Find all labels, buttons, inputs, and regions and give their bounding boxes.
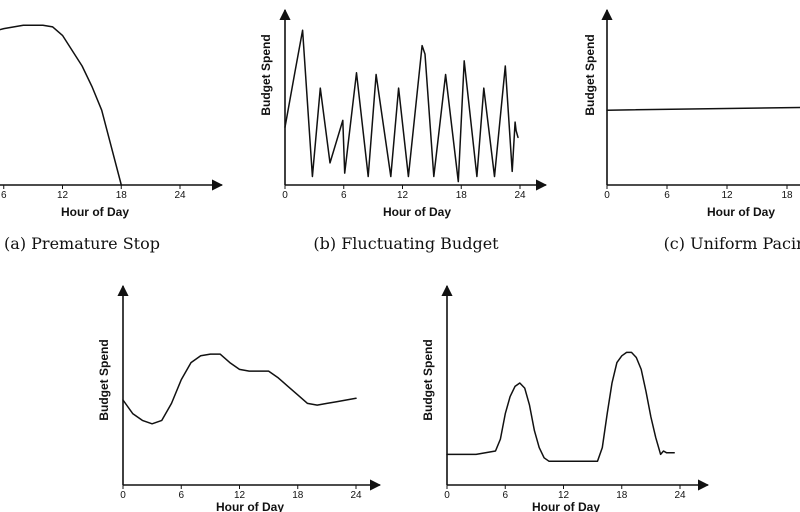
x-axis-label: Hour of Day <box>707 205 775 219</box>
x-tick-label: 18 <box>781 190 793 201</box>
panel-caption: (a) Premature Stop <box>4 234 160 253</box>
series-line <box>0 24 123 186</box>
x-tick-label: 18 <box>456 190 468 201</box>
x-axis-label: Hour of Day <box>532 500 600 512</box>
x-axis-label: Hour of Day <box>216 500 284 512</box>
x-tick-label: 0 <box>604 190 610 201</box>
x-tick-label: 6 <box>178 490 184 501</box>
y-axis-label: Budget Spend <box>97 339 111 420</box>
x-tick-label: 6 <box>341 190 347 201</box>
chart-panel-2: 0 6 12 18 24 Hour of Day Budget Spend (b) Fluct… <box>259 8 548 253</box>
x-tick-label: 24 <box>674 490 686 501</box>
x-tick-label: 12 <box>721 190 733 201</box>
x-tick-label: 0 <box>282 190 288 201</box>
y-axis-label: Budget Spend <box>421 339 435 420</box>
series-line <box>606 106 800 111</box>
x-tick-label: 18 <box>292 490 304 501</box>
x-tick-label: 24 <box>350 490 362 501</box>
x-tick-label: 12 <box>234 490 246 501</box>
x-tick-label: 6 <box>502 490 508 501</box>
series-line <box>446 351 675 462</box>
x-axis-label: Hour of Day <box>383 205 451 219</box>
x-tick-label: 24 <box>514 190 526 201</box>
x-tick-label: 18 <box>616 490 628 501</box>
panel-caption: (c) Uniform Pacin <box>664 234 800 253</box>
series-line <box>284 29 519 183</box>
chart-panel-4: 0 6 12 18 24 Hour of Day Budget Spend <box>97 284 382 512</box>
x-tick-label: 0 <box>120 490 126 501</box>
x-tick-label: 6 <box>1 190 7 201</box>
x-tick-label: 6 <box>664 190 670 201</box>
x-tick-label: 18 <box>116 190 128 201</box>
panel-caption: (b) Fluctuating Budget <box>313 234 499 253</box>
x-tick-label: 12 <box>57 190 69 201</box>
y-axis-label: Budget Spend <box>583 34 597 115</box>
x-tick-label: 0 <box>444 490 450 501</box>
chart-panel-5: 0 6 12 18 24 Hour of Day Budget Spend <box>421 284 710 512</box>
series-line <box>122 353 357 425</box>
x-axis-label: Hour of Day <box>61 205 129 219</box>
x-tick-label: 12 <box>397 190 409 201</box>
x-tick-label: 24 <box>174 190 186 201</box>
chart-panel-1: 6 12 18 24 Hour of Day (a) Premature Stop <box>0 24 224 253</box>
y-axis-label: Budget Spend <box>259 34 273 115</box>
chart-panel-3: 0 6 12 18 Hour of Day Budget Spend (c) Uniform… <box>583 8 800 253</box>
x-tick-label: 12 <box>558 490 570 501</box>
